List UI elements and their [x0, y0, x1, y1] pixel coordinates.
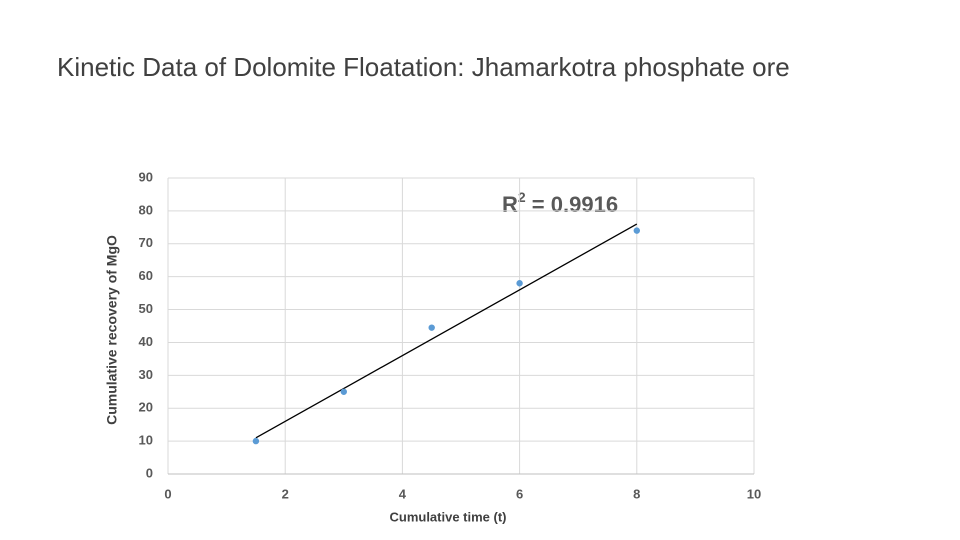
y-tick-label: 30 — [139, 367, 153, 382]
data-point — [516, 280, 523, 287]
y-tick-label: 20 — [139, 400, 153, 415]
data-point — [252, 437, 260, 445]
y-tick-label: 0 — [146, 465, 153, 480]
annotation-part: = 0.9916 — [526, 192, 618, 217]
x-tick-label: 2 — [282, 486, 289, 501]
y-tick-label: 10 — [139, 433, 153, 448]
trendline — [255, 223, 638, 439]
data-point — [428, 324, 435, 331]
y-tick-label: 90 — [139, 169, 153, 184]
y-tick-label: 80 — [139, 202, 153, 217]
data-point — [633, 227, 640, 234]
chart-title: Kinetic Data of Dolomite Floatation: Jha… — [57, 52, 790, 82]
x-tick-label: 8 — [633, 486, 640, 501]
annotation-superscript: 2 — [518, 189, 526, 205]
y-tick-label: 60 — [139, 268, 153, 283]
x-tick-label: 0 — [164, 486, 171, 501]
x-axis-label: Cumulative time (t) — [389, 509, 506, 524]
y-tick-label: 50 — [139, 301, 153, 316]
data-point — [340, 388, 347, 395]
y-tick-label: 70 — [139, 235, 153, 250]
x-tick-label: 10 — [747, 486, 761, 501]
y-tick-label: 40 — [139, 334, 153, 349]
x-tick-label: 4 — [399, 486, 407, 501]
y-axis-label: Cumulative recovery of MgO — [104, 235, 120, 425]
x-tick-label: 6 — [516, 486, 523, 501]
annotation-part: R — [502, 192, 518, 217]
